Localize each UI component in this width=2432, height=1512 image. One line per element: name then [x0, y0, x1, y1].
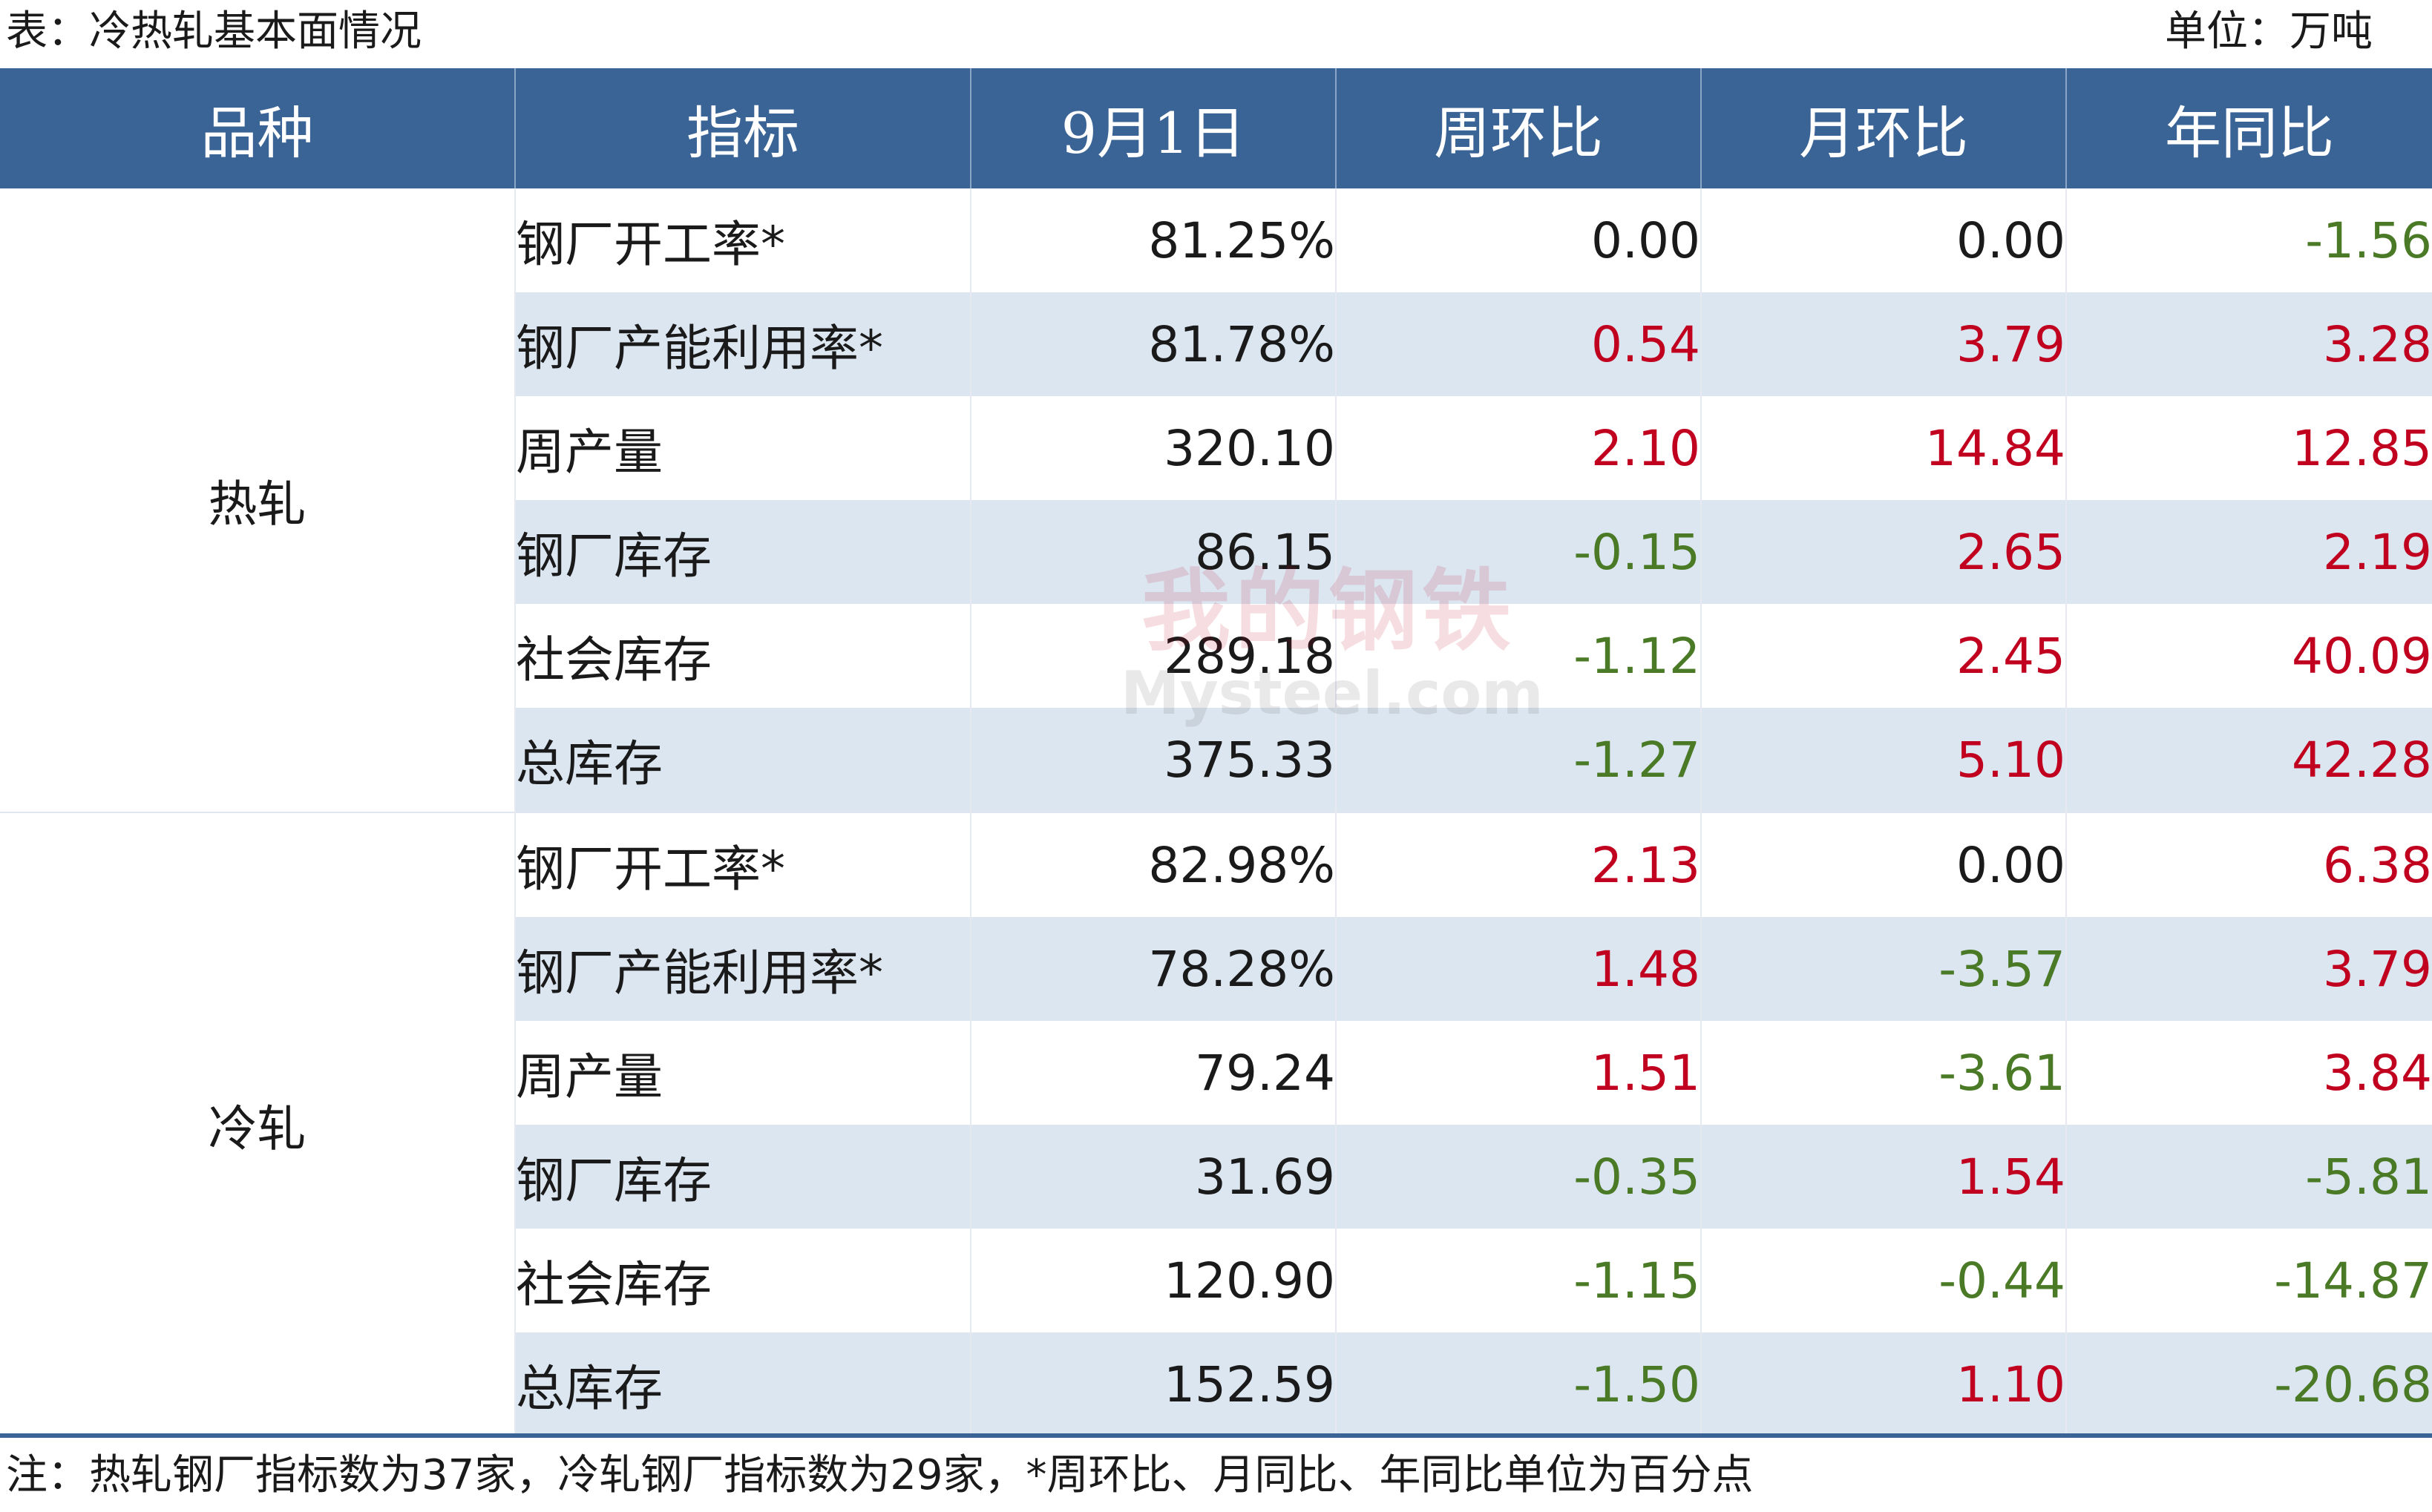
mom-cell: 0.00 [1701, 812, 2067, 917]
yoy-cell: -14.87 [2274, 1252, 2432, 1309]
wow-cell: -0.35 [1336, 1125, 1702, 1229]
table-row: 周产量 79.24 1.51 -3.61 3.84 [0, 1021, 2432, 1125]
header-indicator: 指标 [515, 68, 971, 188]
yoy-cell: 3.28 [2066, 292, 2432, 396]
wow-cell: 1.51 [1336, 1021, 1702, 1125]
table-row: 热轧 钢厂开工率* 81.25% 0.00 0.00 -1.56 [0, 188, 2432, 812]
indicator-cell: 钢厂产能利用率* [515, 292, 971, 396]
wow-cell: -0.15 [1336, 500, 1702, 604]
variety-cell: 冷轧 [0, 812, 516, 1436]
table-row: 钢厂产能利用率* 78.28% 1.48 -3.57 3.79 [0, 917, 2432, 1021]
yoy-cell: 42.28 [2066, 708, 2432, 812]
mom-cell: -3.61 [1701, 1021, 2067, 1125]
indicator-cell: 周产量 [515, 396, 971, 500]
mom-cell: 3.79 [1701, 292, 2067, 396]
value-cell: 86.15 [971, 500, 1337, 604]
indicator-cell: 钢厂库存 [515, 500, 971, 604]
table-row: 社会库存 289.18 -1.12 2.45 40.09 [0, 604, 2432, 708]
value-cell: 79.24 [971, 1021, 1337, 1125]
mom-cell: -3.57 [1701, 917, 2067, 1021]
indicator-cell: 周产量 [515, 1021, 971, 1125]
value-cell: 120.90 [971, 1229, 1337, 1332]
yoy-cell: -5.81 [2066, 1125, 2432, 1229]
header-wow: 周环比 [1336, 68, 1702, 188]
mom-cell: 0.00 [1701, 188, 2067, 292]
table-row: 社会库存 120.90 -1.15 -0.44 -14.87 [0, 1229, 2432, 1332]
unit-label: 单位：万吨 [2165, 7, 2373, 56]
wow-cell: 1.48 [1336, 917, 1702, 1021]
yoy-cell: 40.09 [2292, 627, 2432, 685]
yoy-cell: 12.85 [2292, 419, 2432, 477]
mom-cell: 5.10 [1701, 708, 2067, 812]
yoy-cell: 2.19 [2066, 500, 2432, 604]
value-cell: 78.28% [971, 917, 1337, 1021]
table-row: 冷轧 钢厂开工率* 82.98% 2.13 0.00 6.38 [0, 812, 2432, 1436]
table-row: 钢厂库存 31.69 -0.35 1.54 -5.81 [0, 1125, 2432, 1229]
header-row: 品种 指标 9月1日 周环比 月环比 年同比 [0, 68, 2432, 188]
yoy-cell: 3.79 [2066, 917, 2432, 1021]
table-row: 总库存 152.59 -1.50 1.10 -20.68 [0, 1332, 2432, 1436]
value-cell: 82.98% [971, 812, 1337, 917]
wow-cell: 0.54 [1336, 292, 1702, 396]
header-mom: 月环比 [1701, 68, 2067, 188]
value-cell: 31.69 [971, 1125, 1337, 1229]
wow-cell: 0.00 [1336, 188, 1702, 292]
wow-cell: -1.12 [1336, 604, 1702, 708]
variety-cell: 热轧 [0, 188, 516, 812]
bottom-rule [0, 1433, 2432, 1438]
header-variety: 品种 [0, 68, 516, 188]
fundamentals-table: 品种 指标 9月1日 周环比 月环比 年同比 热轧 钢厂开工率* 81.25% 0.0… [0, 68, 2432, 1436]
indicator-cell: 钢厂库存 [515, 1125, 971, 1229]
value-cell: 320.10 [971, 396, 1337, 500]
table-row: 总库存 375.33 -1.27 5.10 42.28 [0, 708, 2432, 812]
indicator-cell: 钢厂产能利用率* [515, 917, 971, 1021]
header-date: 9月1日 [971, 68, 1337, 188]
value-cell: 152.59 [971, 1332, 1337, 1436]
table-row: 周产量 320.10 2.10 14.84 12.85 [0, 396, 2432, 500]
header-yoy: 年同比 [2066, 68, 2432, 188]
yoy-cell: -1.56 [2305, 211, 2432, 269]
table-body: 热轧 钢厂开工率* 81.25% 0.00 0.00 -1.56 钢厂产能利用率* 81.78… [0, 188, 2432, 1436]
footnote: 注：热轧钢厂指标数为37家，冷轧钢厂指标数为29家，*周环比、月同比、年同比单位… [6, 1451, 1754, 1499]
indicator-cell: 钢厂开工率* [515, 812, 971, 917]
wow-cell: -1.50 [1336, 1332, 1702, 1436]
yoy-cell: 3.84 [2323, 1044, 2432, 1102]
table-row: 钢厂库存 86.15 -0.15 2.65 2.19 [0, 500, 2432, 604]
wow-cell: 2.13 [1336, 812, 1702, 917]
table-row: 钢厂产能利用率* 81.78% 0.54 3.79 3.28 [0, 292, 2432, 396]
wow-cell: -1.27 [1336, 708, 1702, 812]
mom-cell: 2.65 [1701, 500, 2067, 604]
indicator-cell: 总库存 [515, 708, 971, 812]
mom-cell: 14.84 [1701, 396, 2067, 500]
value-cell: 81.25% [971, 188, 1337, 292]
value-cell: 375.33 [971, 708, 1337, 812]
indicator-cell: 社会库存 [515, 1229, 971, 1332]
wow-cell: 2.10 [1336, 396, 1702, 500]
mom-cell: 1.10 [1701, 1332, 2067, 1436]
table-caption: 表：冷热轧基本面情况 [6, 7, 422, 56]
value-cell: 289.18 [971, 604, 1337, 708]
yoy-cell: -20.68 [2066, 1332, 2432, 1436]
indicator-cell: 社会库存 [515, 604, 971, 708]
mom-cell: 2.45 [1701, 604, 2067, 708]
mom-cell: -0.44 [1701, 1229, 2067, 1332]
indicator-cell: 总库存 [515, 1332, 971, 1436]
yoy-cell: 6.38 [2066, 812, 2432, 917]
wow-cell: -1.15 [1336, 1229, 1702, 1332]
mom-cell: 1.54 [1701, 1125, 2067, 1229]
value-cell: 81.78% [971, 292, 1337, 396]
indicator-cell: 钢厂开工率* [515, 188, 971, 292]
